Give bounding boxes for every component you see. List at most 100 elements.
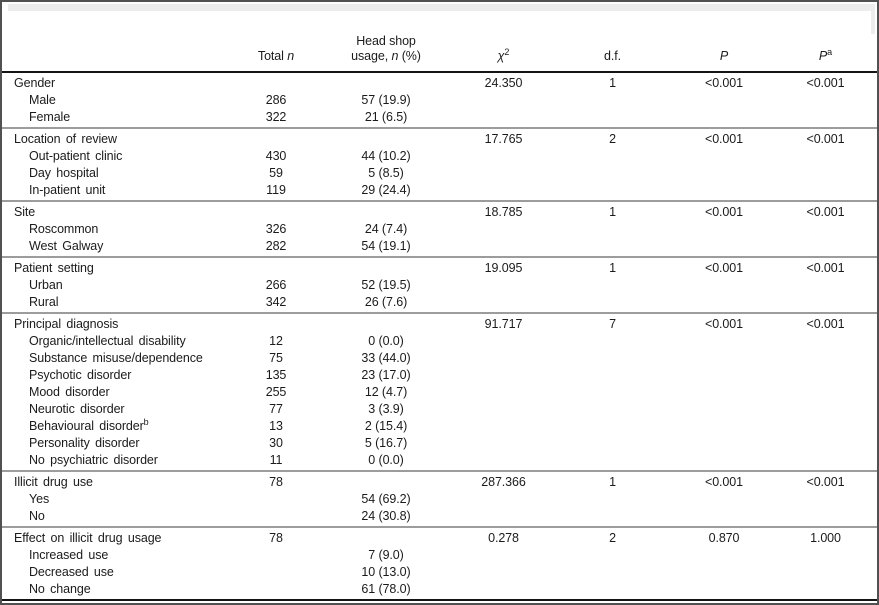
row-label: Principal diagnosis xyxy=(14,317,119,331)
cell-p-value xyxy=(674,491,774,508)
cell-total-n: 75 xyxy=(269,351,283,365)
row-label: Roscommon xyxy=(29,222,99,236)
cell-df xyxy=(551,92,674,109)
cell-chi-squared xyxy=(456,333,551,350)
cell-df: 1 xyxy=(609,205,616,219)
cell-p-value xyxy=(674,452,774,472)
cell-df xyxy=(551,148,674,165)
cell-usage-n-pct xyxy=(316,201,456,221)
section-header-row: Illicit drug use 78 287.366 1 <0.001 <0.001 xyxy=(2,471,877,491)
cell-total-n: 322 xyxy=(265,110,287,124)
cell-p-adjusted xyxy=(774,277,877,294)
cell-total-n: 11 xyxy=(269,453,283,467)
section-header-row: Patient setting 19.095 1 <0.001 <0.001 xyxy=(2,257,877,277)
cell-chi-squared xyxy=(456,452,551,472)
cell-p-value xyxy=(674,165,774,182)
cell-p-value xyxy=(674,182,774,202)
cell-p-adjusted xyxy=(774,294,877,314)
cell-total-n: 286 xyxy=(265,93,287,107)
cell-total-n: 30 xyxy=(269,436,283,450)
cell-p-adjusted xyxy=(774,350,877,367)
cell-p-adjusted xyxy=(774,165,877,182)
row-label: Decreased use xyxy=(29,565,114,579)
cell-total-n: 77 xyxy=(269,402,283,416)
cell-p-adjusted xyxy=(774,182,877,202)
cell-p-adjusted: 1.000 xyxy=(810,531,841,545)
cell-df xyxy=(551,418,674,435)
cell-chi-squared: 24.350 xyxy=(484,76,523,90)
item-row: Male 286 57 (19.9) xyxy=(2,92,877,109)
cell-p-adjusted xyxy=(774,221,877,238)
cell-chi-squared xyxy=(456,109,551,129)
cell-df: 7 xyxy=(609,317,616,331)
cell-total-n: 78 xyxy=(269,475,283,489)
cell-usage-n-pct: 54 (69.2) xyxy=(361,492,411,506)
row-label: Location of review xyxy=(14,132,117,146)
cell-total-n xyxy=(236,201,316,221)
cell-p-adjusted: <0.001 xyxy=(806,132,845,146)
cell-usage-n-pct: 24 (7.4) xyxy=(364,222,408,236)
cell-chi-squared xyxy=(456,435,551,452)
cell-p-adjusted xyxy=(774,491,877,508)
cell-total-n: 13 xyxy=(269,419,283,433)
cell-chi-squared xyxy=(456,182,551,202)
col-header-variable xyxy=(2,2,236,72)
cell-df xyxy=(551,508,674,528)
item-row: Decreased use 10 (13.0) xyxy=(2,564,877,581)
row-label: Gender xyxy=(14,76,56,90)
cell-total-n: 59 xyxy=(269,166,283,180)
cell-p-value: 0.870 xyxy=(708,531,740,545)
cell-total-n: 430 xyxy=(265,149,287,163)
table-section-3: Patient setting 19.095 1 <0.001 <0.001 Urban 2… xyxy=(2,257,877,313)
cell-usage-n-pct xyxy=(316,72,456,92)
cell-total-n xyxy=(236,72,316,92)
cell-chi-squared xyxy=(456,148,551,165)
col-header-total-n: Total n xyxy=(257,49,295,63)
cell-df: 1 xyxy=(609,261,616,275)
row-label: Substance misuse/dependence xyxy=(29,351,203,365)
cell-chi-squared xyxy=(456,221,551,238)
cell-total-n xyxy=(236,491,316,508)
section-header-row: Effect on illicit drug usage 78 0.278 2 0.87… xyxy=(2,527,877,547)
cell-df xyxy=(551,491,674,508)
table-section-1: Location of review 17.765 2 <0.001 <0.001 Out… xyxy=(2,128,877,201)
row-label: West Galway xyxy=(29,239,104,253)
row-label: Mood disorder xyxy=(29,385,110,399)
item-row: Substance misuse/dependence 75 33 (44.0) xyxy=(2,350,877,367)
row-label: No psychiatric disorder xyxy=(29,453,158,467)
table-section-4: Principal diagnosis 91.717 7 <0.001 <0.001 Or… xyxy=(2,313,877,471)
cell-p-value: <0.001 xyxy=(705,132,743,146)
cell-total-n: 255 xyxy=(265,385,287,399)
cell-df xyxy=(551,401,674,418)
cell-usage-n-pct: 54 (19.1) xyxy=(361,239,411,253)
cell-total-n: 135 xyxy=(265,368,287,382)
item-row: Increased use 7 (9.0) xyxy=(2,547,877,564)
cell-p-value xyxy=(674,238,774,258)
cell-chi-squared xyxy=(456,508,551,528)
cell-p-value xyxy=(674,581,774,601)
cell-chi-squared: 17.765 xyxy=(484,132,523,146)
cell-df xyxy=(551,294,674,314)
section-header-row: Gender 24.350 1 <0.001 <0.001 xyxy=(2,72,877,92)
row-label: Urban xyxy=(29,278,63,292)
cell-chi-squared xyxy=(456,564,551,581)
cell-p-adjusted xyxy=(774,148,877,165)
item-row: No psychiatric disorder 11 0 (0.0) xyxy=(2,452,877,472)
cell-total-n: 342 xyxy=(265,295,287,309)
cell-chi-squared xyxy=(456,294,551,314)
cell-p-value: <0.001 xyxy=(705,261,743,275)
cell-p-adjusted xyxy=(774,564,877,581)
cell-usage-n-pct xyxy=(316,471,456,491)
cell-chi-squared: 18.785 xyxy=(484,205,523,219)
cell-total-n: 282 xyxy=(265,239,287,253)
cell-total-n xyxy=(236,313,316,333)
cell-p-value xyxy=(674,109,774,129)
cell-p-value xyxy=(674,508,774,528)
cell-chi-squared xyxy=(456,238,551,258)
item-row: Rural 342 26 (7.6) xyxy=(2,294,877,314)
item-row: No 24 (30.8) xyxy=(2,508,877,528)
cell-total-n xyxy=(236,547,316,564)
cell-total-n xyxy=(236,581,316,601)
row-label: Yes xyxy=(29,492,50,506)
cell-chi-squared xyxy=(456,401,551,418)
